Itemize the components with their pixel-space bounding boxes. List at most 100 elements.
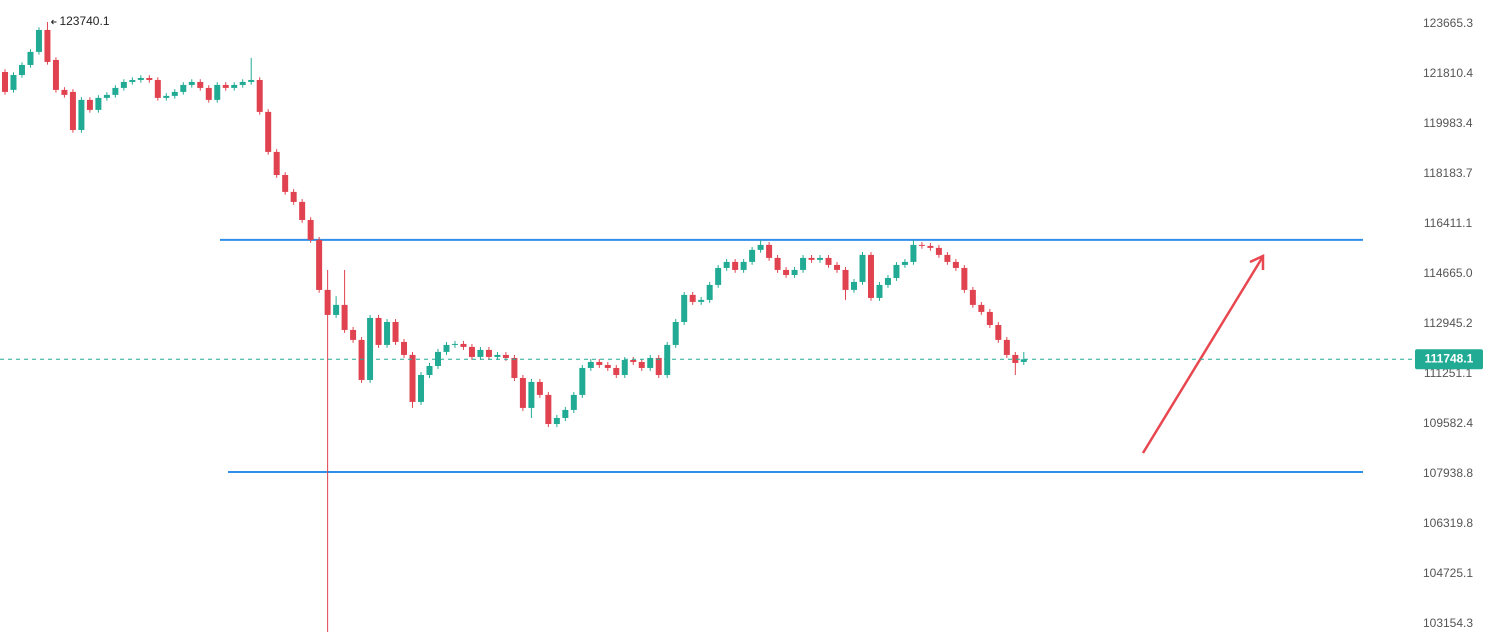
candle-body [570,394,577,410]
candle-body [867,254,874,298]
candle-body [834,264,841,270]
candle-body [103,94,110,98]
candle-body [137,77,144,80]
candle-body [1012,354,1019,363]
candle-body [146,77,153,80]
candle-body [876,284,883,298]
candle-body [1003,339,1010,355]
candle-body [638,361,645,368]
candle-body [443,344,450,352]
candle-body [655,357,662,375]
candle-body [800,257,807,270]
candle-body [774,257,781,270]
y-tick-label: 107938.8 [1423,466,1473,480]
candle-body [214,84,221,100]
y-tick-label: 118183.7 [1423,166,1472,180]
candle-body [154,79,161,98]
candle-body [188,81,195,85]
candle-body [10,74,17,90]
candle-body [350,329,357,340]
y-tick-label: 103154.3 [1423,616,1473,630]
candle-body [2,72,8,92]
candle-body [468,346,475,357]
candle-body [978,304,985,312]
trend-arrowhead [1249,254,1265,270]
candle-body [749,249,756,262]
candle-body [689,294,696,302]
candle-body [910,244,917,262]
candle-body [451,343,458,345]
candle-body [986,311,993,326]
candle-body [842,269,849,290]
candle-body [333,304,340,315]
y-tick-label: 121810.4 [1423,66,1473,80]
candle-body [1020,359,1027,362]
y-tick-label: 106319.8 [1423,516,1473,530]
candle-body [901,261,908,265]
candle-body [502,354,509,358]
candle-body [706,284,713,300]
candle-body [825,257,832,265]
candle-body [180,84,187,92]
candle-body [944,254,951,262]
candle-body [163,95,170,98]
candle-body [672,321,679,345]
candle-body [621,359,628,375]
y-tick-label: 114665.0 [1423,266,1472,280]
candle-body [341,304,348,330]
candle-body [562,409,569,418]
candle-body [222,84,229,88]
trend-arrow [1141,257,1264,454]
candle-body [604,364,611,368]
candle-body [384,321,391,345]
candle-body [630,359,637,362]
candle-body [69,91,76,130]
candle-body [647,357,654,368]
candle-body [367,317,374,380]
high-label: 123740.1 [59,14,109,28]
candle-body [969,289,976,305]
candle-body [859,254,866,282]
candle-body [282,175,289,192]
candle-body [256,79,263,112]
candle-body [248,79,255,82]
candle-body [231,84,238,88]
last-price-label: 111748.1 [1425,351,1474,365]
candle-body [511,357,518,378]
candle-body [918,244,925,246]
y-tick-label: 116411.1 [1424,216,1473,230]
candle-body [485,349,492,357]
candle-body [536,381,543,395]
candle-body [358,339,365,380]
candle-body [698,299,705,302]
candle-body [808,257,815,260]
candle-body [893,264,900,278]
y-tick-label: 109582.4 [1423,416,1473,430]
candle-body [851,281,857,290]
candle-body [715,267,722,285]
candle-body [197,81,204,88]
candle-body [316,239,323,290]
candle-body [434,351,441,366]
candle-body [952,261,959,268]
candle-body [78,99,85,130]
candle-body [418,374,425,402]
candle-body [35,29,42,52]
candle-body [757,244,764,250]
candle-body [596,361,603,365]
candle-body [239,81,246,85]
candle-body [27,51,34,65]
high-marker-arrow [51,19,57,25]
candle-body [401,341,408,355]
candle-body [681,294,688,322]
candle-body [519,377,526,408]
candle-body [723,261,730,268]
candle-body [324,289,331,315]
candle-body [299,201,306,220]
y-tick-label: 111251.1 [1424,366,1473,380]
candle-body [120,81,127,88]
candle-body [961,267,968,290]
candle-body [528,381,535,408]
